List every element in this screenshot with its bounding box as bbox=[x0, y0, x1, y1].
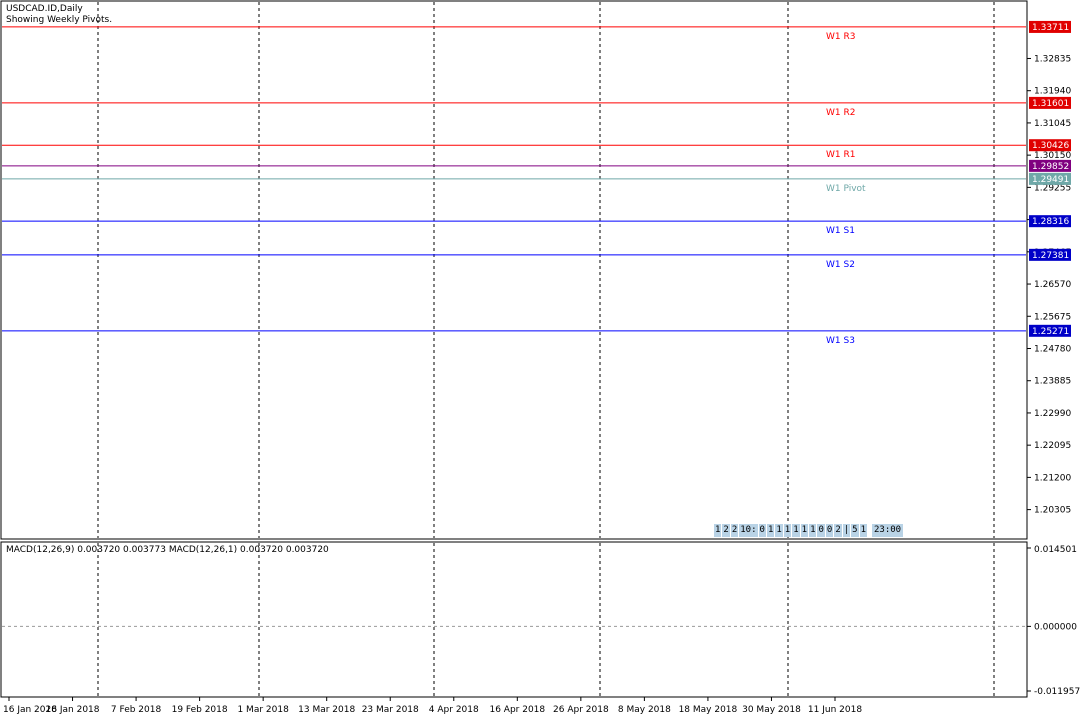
pivot-axis-label: 1.29491 bbox=[1032, 175, 1069, 185]
price-tick-label: 1.31940 bbox=[1034, 87, 1071, 97]
time-tick-label: 23 Mar 2018 bbox=[362, 705, 419, 715]
pivot-axis-label: 1.31601 bbox=[1032, 99, 1069, 109]
tick-digit: 0 bbox=[758, 524, 766, 537]
price-tick-label: 1.32835 bbox=[1034, 54, 1071, 64]
pivot-axis-label-box bbox=[1029, 20, 1071, 33]
pivot-line-label: W1 R1 bbox=[826, 150, 855, 160]
tick-digit: 1 bbox=[809, 524, 817, 537]
time-tick-label: 26 Jan 2018 bbox=[46, 705, 100, 715]
time-tick-label: 11 Jun 2018 bbox=[808, 705, 862, 715]
macd-pane bbox=[0, 541, 1028, 698]
macd-tick-label: -0.011957 bbox=[1034, 687, 1080, 697]
pivot-axis-label-box bbox=[1029, 139, 1071, 152]
tick-digit: 0 bbox=[825, 524, 834, 537]
price-tick-label: 1.25675 bbox=[1034, 312, 1071, 322]
tick-digit: 1 bbox=[714, 524, 722, 537]
pivot-axis-label-box bbox=[1029, 324, 1071, 337]
pivot-line-label: W1 S2 bbox=[826, 260, 855, 270]
tick-digit: 2 bbox=[834, 524, 842, 537]
macd-tick-label: 0.000000 bbox=[1034, 622, 1077, 632]
time-tick-label: 7 Feb 2018 bbox=[111, 705, 162, 715]
tick-digit: 10: bbox=[739, 524, 758, 537]
macd-axis: 0.014501 0.000000 -0.011957 bbox=[1027, 545, 1080, 697]
tick-digit: 5 bbox=[851, 524, 859, 537]
current-price-label: 1.29852 bbox=[1032, 162, 1069, 172]
tick-digit: | bbox=[842, 524, 851, 537]
time-tick-label: 30 May 2018 bbox=[742, 705, 801, 715]
pivot-axis-label: 1.27381 bbox=[1032, 251, 1069, 261]
pivot-line-label: W1 R3 bbox=[826, 32, 855, 42]
chart-title: USDCAD.ID,Daily bbox=[6, 4, 83, 14]
time-tick-label: 16 Jan 2018 bbox=[3, 705, 57, 715]
tick-digit: 1 bbox=[800, 524, 809, 537]
time-tick-label: 13 Mar 2018 bbox=[298, 705, 355, 715]
tick-digit: 1 bbox=[792, 524, 800, 537]
price-tick-label: 1.23885 bbox=[1034, 377, 1071, 387]
pivot-axis-label-box bbox=[1029, 215, 1071, 228]
tick-digit: 1 bbox=[775, 524, 783, 537]
time-tick-label: 4 Apr 2018 bbox=[429, 705, 479, 715]
price-tick-label: 1.29255 bbox=[1034, 183, 1071, 193]
tick-digit: 1 bbox=[783, 524, 792, 537]
pivot-axis-label: 1.30426 bbox=[1032, 141, 1069, 151]
tick-digit: 1 bbox=[766, 524, 775, 537]
pivot-axis-label: 1.25271 bbox=[1032, 327, 1069, 337]
time-tick-label: 1 Mar 2018 bbox=[237, 705, 289, 715]
time-tick-label: 18 May 2018 bbox=[679, 705, 738, 715]
price-tick-label: 1.22990 bbox=[1034, 409, 1071, 419]
macd-tick-label: 0.014501 bbox=[1034, 545, 1077, 555]
pivot-axis-labels: 1.33711 1.31601 1.30426 1.29491 1.28316 1.273… bbox=[1029, 20, 1071, 337]
price-tick-label: 1.26570 bbox=[1034, 280, 1071, 290]
tick-digit: 0 bbox=[817, 524, 825, 537]
time-tick-label: 8 May 2018 bbox=[618, 705, 671, 715]
tick-clock: 23:00 bbox=[872, 524, 904, 537]
tick-digit: 1 bbox=[859, 524, 868, 537]
price-pane bbox=[0, 0, 1028, 540]
time-tick-label: 19 Feb 2018 bbox=[172, 705, 228, 715]
pivot-axis-label-box bbox=[1029, 96, 1071, 109]
price-tick-label: 1.30150 bbox=[1034, 151, 1071, 161]
pivot-axis-label: 1.28316 bbox=[1032, 217, 1069, 227]
price-tick-label: 1.31045 bbox=[1034, 119, 1071, 129]
time-tick-label: 26 Apr 2018 bbox=[553, 705, 609, 715]
macd-indicator-label: MACD(12,26,9) 0.003720 0.003773 MACD(12,… bbox=[6, 545, 329, 555]
pivot-line-label: W1 S1 bbox=[826, 226, 855, 236]
tick-digit: 2 bbox=[722, 524, 730, 537]
time-tick-label: 16 Apr 2018 bbox=[489, 705, 545, 715]
chart-subtitle: Showing Weekly Pivots. bbox=[6, 15, 113, 25]
pivot-lines: W1 R3 W1 R2 W1 R1 W1 Pivot W1 S1 W1 S2 W1 S3 bbox=[2, 26, 1026, 346]
tick-digits-panel: 1 2 2 10: 0 1 1 1 1 1 1 0 0 2 | 5 1 bbox=[714, 524, 868, 537]
pivot-line-label: W1 Pivot bbox=[826, 184, 866, 194]
tick-digit: 2 bbox=[730, 524, 739, 537]
price-tick-label: 1.20305 bbox=[1034, 506, 1071, 516]
pivot-line-label: W1 S3 bbox=[826, 336, 855, 346]
pivot-axis-label: 1.33711 bbox=[1032, 23, 1069, 33]
pivot-axis-label-box bbox=[1029, 172, 1071, 185]
pivot-line-label: W1 R2 bbox=[826, 108, 855, 118]
price-tick-label: 1.22095 bbox=[1034, 441, 1071, 451]
current-price-label-box bbox=[1029, 159, 1071, 172]
vertical-grid bbox=[97, 2, 995, 696]
pivot-axis-label-box bbox=[1029, 248, 1071, 261]
price-tick-label: 1.24780 bbox=[1034, 344, 1071, 354]
price-axis: 1.32835 1.31940 1.31045 1.30150 1.29255 1.283… bbox=[1027, 54, 1071, 516]
price-tick-label: 1.21200 bbox=[1034, 473, 1071, 483]
